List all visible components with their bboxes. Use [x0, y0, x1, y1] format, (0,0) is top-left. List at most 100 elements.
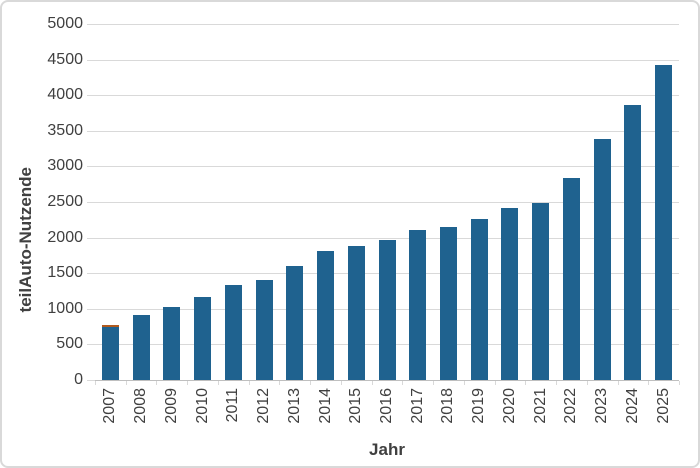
x-tick-label-2017: 2017 — [408, 388, 426, 429]
y-tick-mark-4000 — [87, 95, 95, 97]
x-tick-label-text: 2014 — [316, 388, 334, 424]
x-tick-label-text: 2018 — [439, 388, 457, 424]
x-tick-mark-1 — [125, 381, 127, 385]
x-tick-label-text: 2009 — [162, 388, 180, 424]
gridline-4000 — [95, 95, 679, 97]
y-tick-label-3500: 3500 — [47, 121, 83, 139]
x-tick-mark-16 — [586, 381, 588, 385]
y-tick-mark-1500 — [87, 273, 95, 275]
y-tick-label-500: 500 — [56, 335, 83, 353]
gridline-5000 — [95, 24, 679, 25]
x-tick-mark-2 — [156, 381, 158, 385]
bar-2014 — [317, 251, 335, 380]
x-tick-label-text: 2011 — [224, 388, 242, 423]
x-tick-label-text: 2019 — [470, 388, 488, 424]
gridline-2000 — [95, 237, 679, 239]
y-tick-mark-2500 — [87, 202, 95, 203]
y-tick-mark-3500 — [87, 130, 95, 132]
x-tick-label-2020: 2020 — [500, 388, 518, 429]
bar-2007 — [101, 325, 119, 380]
y-tick-label-5000: 5000 — [47, 15, 83, 32]
y-tick-label-2000: 2000 — [47, 228, 83, 246]
x-tick-label-2021: 2021 — [532, 388, 549, 429]
y-tick-label-3000: 3000 — [47, 157, 83, 175]
x-tick-mark-4 — [217, 381, 219, 385]
y-tick-mark-2000 — [87, 237, 95, 239]
x-tick-mark-13 — [494, 381, 496, 385]
plot-area: 0 500 1000 1500 2000 2500 3000 3500 4000 4500 5000… — [47, 16, 680, 424]
y-axis-title-text: teilAuto-Nutzende — [16, 167, 35, 313]
x-tick-mark-7 — [310, 381, 312, 385]
y-tick-mark-5000 — [87, 24, 95, 25]
x-tick-mark-3 — [187, 381, 189, 385]
x-tick-label-2024: 2024 — [623, 388, 641, 429]
x-tick-label-2010: 2010 — [193, 388, 211, 429]
y-axis-title: teilAuto-Nutzende — [16, 24, 36, 380]
x-tick-mark-12 — [463, 381, 465, 385]
bar-2020 — [501, 208, 519, 380]
x-tick-label-2018: 2018 — [439, 388, 457, 429]
y-tick-mark-1000 — [87, 308, 95, 310]
gridline-3000 — [95, 166, 679, 168]
bar-2009 — [163, 307, 181, 380]
x-tick-label-text: 2025 — [654, 388, 672, 424]
y-tick-label-2500: 2500 — [47, 193, 83, 210]
bar-2011 — [224, 285, 242, 380]
y-tick-mark-0 — [87, 380, 95, 381]
x-tick-mark-5 — [248, 381, 250, 385]
x-tick-label-2014: 2014 — [316, 388, 334, 429]
y-tick-label-4500: 4500 — [47, 50, 83, 68]
x-tick-label-text: 2007 — [101, 388, 119, 424]
gridline-3500 — [95, 130, 679, 132]
x-tick-label-2019: 2019 — [470, 388, 488, 429]
x-axis-line — [95, 380, 679, 381]
bar-2016 — [378, 240, 396, 380]
x-tick-label-2023: 2023 — [593, 388, 611, 429]
x-tick-mark-18 — [648, 381, 650, 385]
bar-2024 — [624, 104, 642, 380]
x-tick-mark-17 — [617, 381, 619, 385]
bar-2013 — [286, 266, 304, 380]
x-tick-label-2011: 2011 — [224, 388, 242, 427]
x-tick-mark-11 — [433, 381, 435, 385]
x-tick-mark-15 — [556, 381, 558, 385]
x-tick-label-text: 2010 — [193, 388, 211, 424]
y-tick-label-0: 0 — [74, 371, 83, 388]
x-tick-label-text: 2015 — [347, 388, 365, 424]
x-tick-label-text: 2013 — [285, 388, 303, 424]
y-tick-label-1500: 1500 — [47, 264, 83, 282]
x-tick-label-2022: 2022 — [562, 388, 580, 429]
bar-2025 — [655, 64, 673, 380]
bar-2010 — [194, 297, 212, 380]
y-tick-mark-500 — [87, 344, 95, 346]
x-tick-label-2008: 2008 — [132, 388, 150, 429]
x-tick-label-2025: 2025 — [654, 388, 672, 429]
x-tick-label-text: 2024 — [623, 388, 641, 424]
y-tick-mark-4500 — [87, 59, 95, 61]
x-tick-label-2012: 2012 — [255, 388, 273, 429]
y-tick-label-4000: 4000 — [47, 86, 83, 104]
bar-2018 — [439, 226, 457, 380]
x-tick-mark-0 — [95, 381, 96, 385]
x-tick-label-2009: 2009 — [162, 388, 180, 429]
x-tick-label-text: 2020 — [500, 388, 518, 424]
x-tick-label-2013: 2013 — [285, 388, 303, 429]
y-tick-mark-3000 — [87, 166, 95, 168]
x-tick-label-text: 2016 — [378, 388, 395, 424]
x-tick-label-text: 2008 — [132, 388, 150, 424]
bar-2023 — [593, 139, 611, 380]
bar-2012 — [255, 279, 273, 380]
bar-2021 — [532, 203, 550, 380]
x-tick-label-text: 2017 — [408, 388, 426, 424]
gridline-4500 — [95, 59, 679, 61]
x-tick-label-text: 2012 — [255, 388, 273, 424]
x-tick-label-2007: 2007 — [101, 388, 119, 429]
x-tick-label-text: 2023 — [593, 388, 611, 424]
x-tick-mark-8 — [340, 381, 342, 385]
bar-2015 — [347, 246, 365, 380]
x-axis-title: Jahr — [369, 440, 405, 459]
gridline-2500 — [95, 202, 679, 203]
x-tick-label-text: 2022 — [562, 388, 580, 424]
x-tick-mark-10 — [402, 381, 404, 385]
